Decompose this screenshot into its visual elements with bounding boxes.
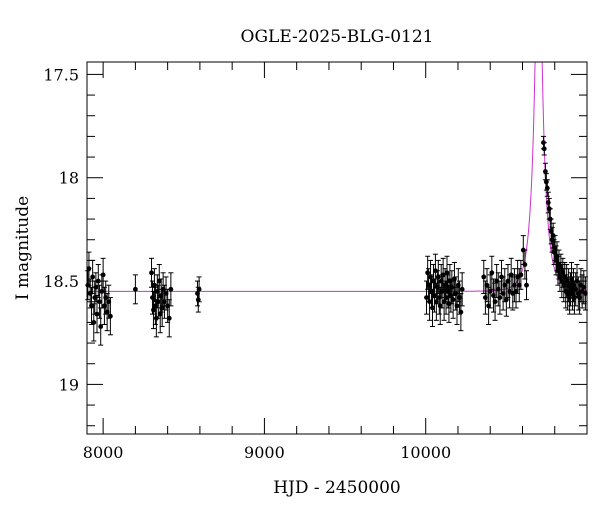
point-marker: [492, 299, 498, 305]
data-point: [86, 251, 92, 286]
data-point: [443, 280, 449, 315]
point-marker: [443, 295, 449, 300]
data-point: [541, 142, 547, 156]
point-marker: [545, 200, 551, 205]
point-marker: [149, 270, 154, 276]
data-point: [150, 290, 156, 330]
plot-frame: [86, 61, 588, 435]
point-marker: [484, 282, 490, 288]
point-marker: [454, 303, 460, 309]
x-axis-label: HJD - 2450000: [273, 478, 401, 498]
x-tick-label: 9000: [244, 443, 285, 462]
data-point: [581, 270, 587, 305]
point-marker: [444, 270, 450, 276]
data-point: [544, 179, 550, 197]
data-point: [484, 268, 490, 303]
point-marker: [156, 278, 162, 284]
point-marker: [571, 282, 576, 288]
model-curve-layer: [87, 61, 587, 292]
data-point: [458, 292, 464, 332]
data-point: [524, 270, 530, 301]
point-marker: [166, 315, 172, 321]
point-marker: [98, 324, 104, 329]
point-marker: [458, 309, 464, 315]
axis-ticks-layer: 8000 9000 10000 17.5 18 18.5 19: [43, 62, 587, 462]
point-marker: [432, 293, 437, 298]
y-axis-label: I magnitude: [13, 196, 33, 300]
point-marker: [424, 295, 429, 300]
point-marker: [93, 284, 99, 290]
point-marker: [90, 274, 96, 280]
data-point: [437, 286, 443, 325]
data-point: [149, 257, 155, 288]
data-point: [151, 268, 157, 303]
point-marker: [89, 303, 94, 309]
data-point: [156, 264, 162, 299]
point-marker: [157, 311, 163, 317]
point-marker: [459, 286, 465, 292]
point-marker: [518, 272, 524, 278]
data-point: [98, 307, 104, 346]
point-marker: [427, 299, 432, 305]
model-curve: [87, 61, 587, 292]
point-marker: [100, 272, 106, 278]
data-point: [168, 272, 174, 307]
point-marker: [151, 307, 156, 313]
y-tick-label: 18.5: [43, 272, 79, 291]
point-marker: [94, 311, 100, 317]
point-marker: [542, 169, 548, 174]
point-marker: [437, 303, 443, 309]
data-point: [446, 284, 452, 323]
data-point: [100, 257, 106, 292]
data-point: [196, 276, 202, 303]
data-point: [427, 282, 433, 321]
point-marker: [481, 274, 487, 280]
x-tick-label: 8000: [83, 443, 124, 462]
data-point: [132, 274, 138, 305]
y-tick-label: 18: [59, 169, 79, 188]
point-marker: [522, 262, 528, 267]
data-point: [107, 297, 113, 336]
point-marker: [524, 282, 529, 288]
point-marker: [503, 297, 509, 303]
point-marker: [544, 185, 550, 191]
point-marker: [152, 282, 157, 288]
point-marker: [508, 272, 514, 278]
data-point: [489, 255, 495, 290]
data-point: [459, 272, 465, 307]
point-marker: [450, 297, 456, 303]
point-marker: [541, 146, 547, 152]
point-marker: [196, 286, 202, 292]
point-marker: [497, 295, 503, 300]
x-tick-label: 10000: [400, 443, 451, 462]
y-tick-label: 17.5: [43, 65, 79, 84]
point-marker: [132, 286, 138, 292]
point-marker: [440, 272, 446, 278]
point-marker: [430, 305, 435, 311]
point-marker: [446, 301, 452, 307]
point-marker: [487, 289, 493, 294]
data-point: [542, 162, 548, 181]
point-marker: [155, 299, 161, 305]
data-point: [508, 257, 514, 292]
point-marker: [168, 286, 174, 292]
data-point: [454, 286, 460, 325]
data-point: [522, 249, 528, 280]
point-marker: [159, 305, 165, 311]
chart-title: OGLE-2025-BLG-0121: [241, 27, 434, 47]
point-marker: [107, 313, 113, 319]
point-marker: [97, 299, 102, 305]
point-marker: [435, 274, 441, 280]
data-points-layer: [85, 135, 588, 346]
data-point: [497, 280, 503, 315]
point-marker: [489, 270, 495, 276]
point-marker: [86, 266, 92, 272]
data-point: [518, 259, 524, 290]
y-tick-label: 19: [59, 375, 79, 394]
